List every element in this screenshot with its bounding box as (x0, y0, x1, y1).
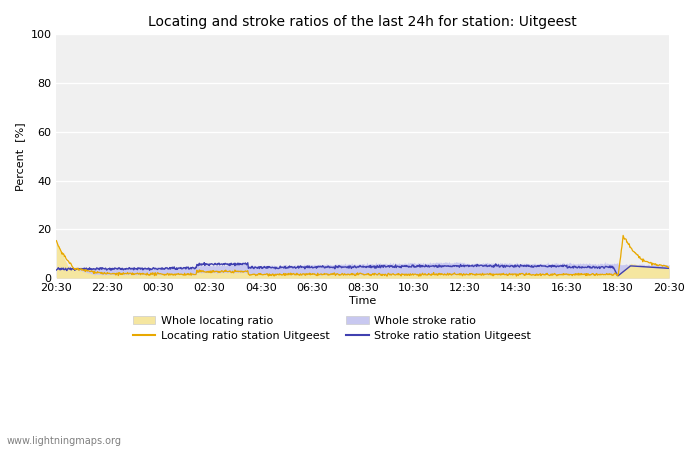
X-axis label: Time: Time (349, 296, 377, 306)
Legend: Whole locating ratio, Locating ratio station Uitgeest, Whole stroke ratio, Strok: Whole locating ratio, Locating ratio sta… (129, 311, 536, 346)
Text: www.lightningmaps.org: www.lightningmaps.org (7, 436, 122, 446)
Y-axis label: Percent  [%]: Percent [%] (15, 122, 25, 190)
Title: Locating and stroke ratios of the last 24h for station: Uitgeest: Locating and stroke ratios of the last 2… (148, 15, 577, 29)
